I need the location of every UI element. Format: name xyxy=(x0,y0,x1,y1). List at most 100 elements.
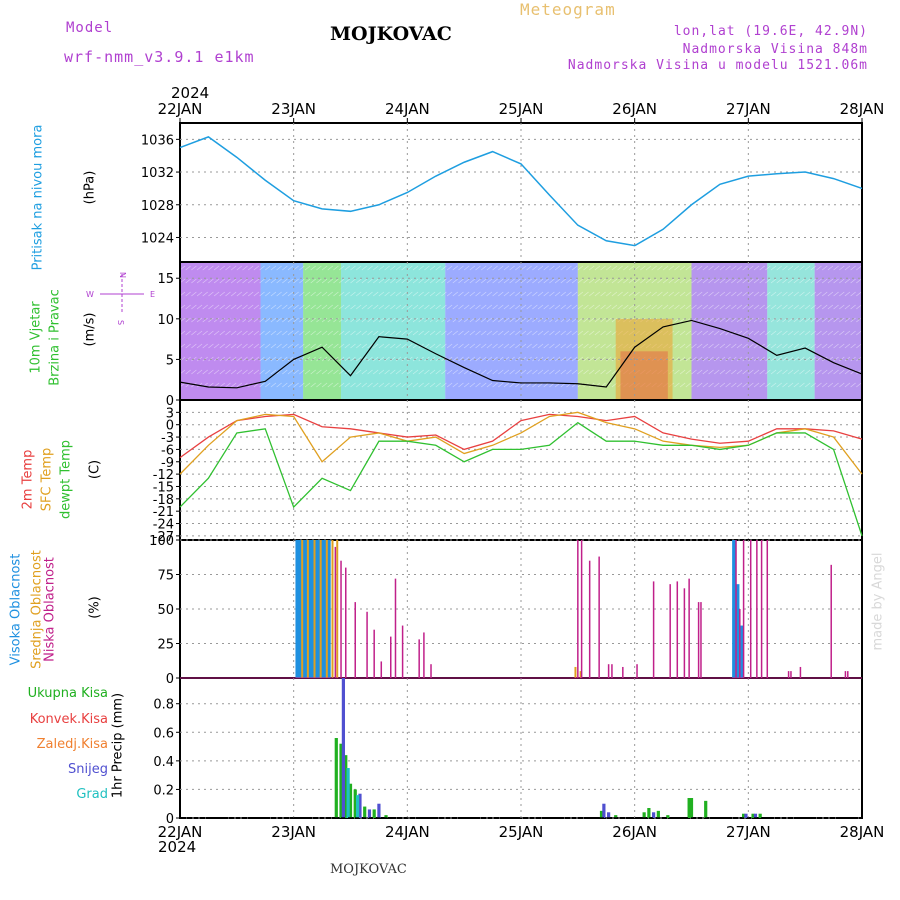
wind-barb xyxy=(373,304,379,310)
wind-barb xyxy=(782,382,788,388)
wind-barb xyxy=(685,382,692,388)
wind-barb xyxy=(515,317,521,323)
wind-barb xyxy=(310,278,316,284)
graupel-bar xyxy=(356,795,360,818)
wind-barb xyxy=(594,291,601,297)
wind-barb xyxy=(708,304,714,310)
cloud-low-bar xyxy=(688,578,690,678)
wind-barb xyxy=(714,356,720,362)
wind-barb xyxy=(435,369,441,375)
wind-barb xyxy=(185,278,191,284)
station-title: MOJKOVAC xyxy=(330,23,452,45)
wind-barb xyxy=(333,369,339,375)
cloud-mid-bar xyxy=(336,540,339,678)
wind-barb xyxy=(242,265,248,271)
wind-barb xyxy=(185,356,191,362)
wind-band-1 xyxy=(260,262,304,400)
wind-barb xyxy=(634,291,640,297)
wind-barb xyxy=(446,278,453,284)
wind-barb xyxy=(645,265,652,271)
wind-barb xyxy=(577,291,584,297)
wind-barb xyxy=(634,265,640,271)
wind-barb xyxy=(469,330,476,336)
wind-barb xyxy=(236,304,243,310)
wind-barb xyxy=(822,343,828,349)
cloud-high-bar xyxy=(320,540,325,678)
wind-barb xyxy=(645,304,652,310)
wind-barb xyxy=(276,291,282,297)
cloud-low-bar xyxy=(588,560,591,678)
rain-total-bar xyxy=(348,783,353,818)
cloud-high-bar xyxy=(326,540,331,678)
wind-barb xyxy=(304,278,311,284)
wind-barb xyxy=(691,330,697,336)
wind-barb xyxy=(856,291,862,297)
wind-barb xyxy=(270,291,277,297)
wind-barb xyxy=(230,291,237,297)
wind-barb xyxy=(583,304,589,310)
wind-barb xyxy=(793,291,799,297)
wind-barb xyxy=(390,382,396,388)
wind-barb xyxy=(299,265,305,271)
wind-barb xyxy=(827,265,834,271)
wind-barb xyxy=(276,369,282,375)
wind-barb xyxy=(776,304,782,310)
wind-barb xyxy=(600,304,606,310)
wind-barb xyxy=(316,291,322,297)
wind-barb xyxy=(833,291,839,297)
wind-barb xyxy=(395,291,402,297)
wind-barb xyxy=(532,382,538,388)
wind-barb xyxy=(509,317,515,323)
wind-barb xyxy=(589,356,595,362)
wind-barb xyxy=(407,278,413,284)
wind-barb xyxy=(373,356,379,362)
wind-barb xyxy=(225,291,231,297)
wind-barb xyxy=(702,304,709,310)
wind-barb xyxy=(418,330,424,336)
y-tick-label: 1024 xyxy=(141,231,174,246)
wind-barb xyxy=(299,304,305,310)
wind-barb xyxy=(230,304,237,310)
wind-barb xyxy=(782,304,788,310)
wind-barb xyxy=(498,343,504,349)
wind-barb xyxy=(316,330,322,336)
wind-barb xyxy=(282,330,288,336)
wind-barb xyxy=(185,369,191,375)
wind-barb xyxy=(355,343,362,349)
wind-barb xyxy=(702,382,709,388)
wind-barb xyxy=(549,356,555,362)
cloud-low-bar xyxy=(697,602,700,678)
wind-barb xyxy=(418,304,424,310)
rain-total-bar xyxy=(384,815,388,818)
wind-barb xyxy=(395,317,402,323)
cloud-low-bar xyxy=(423,632,425,678)
wind-barb xyxy=(509,291,515,297)
wind-barb xyxy=(571,291,578,297)
wind-barb xyxy=(208,343,214,349)
wind-barb xyxy=(276,356,282,362)
wind-barb xyxy=(571,330,578,336)
wind-barb xyxy=(594,343,601,349)
wind-barb xyxy=(702,265,709,271)
wind-barb xyxy=(560,265,566,271)
wind-barb xyxy=(287,317,294,323)
wind-barb xyxy=(503,369,510,375)
wind-barb xyxy=(486,382,493,388)
rain-total-bar xyxy=(372,809,376,818)
snow-bar xyxy=(367,809,372,818)
wind-barb xyxy=(708,382,714,388)
wind-barb xyxy=(378,369,385,375)
wind-barb xyxy=(702,291,709,297)
wind-barb xyxy=(486,304,493,310)
cloud-low-bar xyxy=(847,671,849,678)
wind-barb xyxy=(736,291,743,297)
rain-total-bar xyxy=(363,806,367,818)
wind-barb xyxy=(708,291,714,297)
wind-barb xyxy=(407,304,413,310)
wind-barb xyxy=(549,291,555,297)
wind-barb xyxy=(196,304,203,310)
wind-barb xyxy=(304,343,311,349)
wind-barb xyxy=(373,291,379,297)
wind-barb xyxy=(537,278,544,284)
